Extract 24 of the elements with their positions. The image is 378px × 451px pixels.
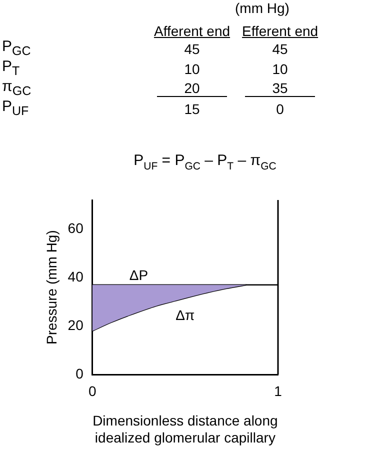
- data-label: 35: [245, 80, 316, 97]
- y-tick-label: 60: [68, 220, 84, 236]
- y-axis-title: Pressure (mm Hg): [43, 230, 60, 344]
- data-label: 15: [184, 100, 200, 116]
- series-label: ΔP: [129, 266, 148, 283]
- y-tick-label: π$_{GC}$: [2, 78, 32, 99]
- data-label: 45: [184, 40, 200, 56]
- series-label: Δπ: [176, 307, 196, 324]
- chart-title: (mm Hg): [235, 0, 290, 16]
- y-tick-label: P$_{T}$: [2, 58, 21, 79]
- y-tick-label: 0: [76, 365, 84, 382]
- y-tick-label: 20: [68, 316, 84, 333]
- data-label: 10: [272, 60, 288, 76]
- y-tick-label: 40: [68, 268, 84, 284]
- x-tick-label: 1: [274, 382, 282, 399]
- x-tick-label: Afferent end: [154, 23, 230, 39]
- x-axis-title: Dimensionless distance along idealized glomerular capillary: [92, 412, 278, 446]
- data-label: 10: [184, 60, 200, 76]
- y-tick-label: P$_{GC}$: [2, 38, 32, 59]
- x-tick-label: Efferent end: [242, 23, 318, 39]
- data-label: 20: [157, 80, 228, 97]
- data-label: 45: [272, 40, 288, 56]
- data-label: 0: [276, 100, 284, 116]
- y-tick-label: P$_{UF}$: [2, 98, 30, 119]
